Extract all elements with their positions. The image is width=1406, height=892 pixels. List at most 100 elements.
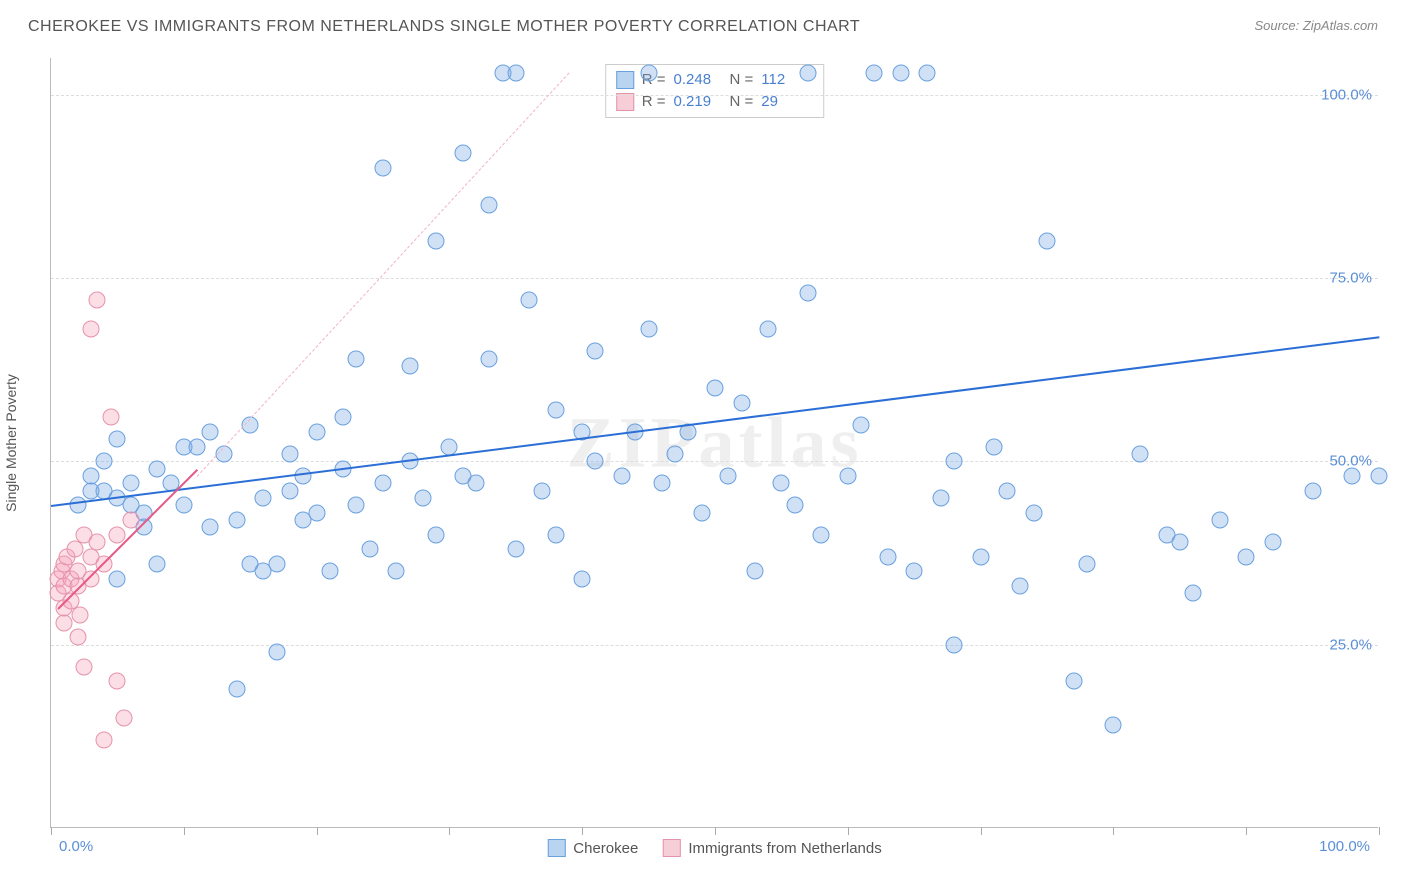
data-point — [587, 453, 604, 470]
data-point — [308, 504, 325, 521]
data-point — [507, 541, 524, 558]
data-point — [202, 424, 219, 441]
data-point — [189, 438, 206, 455]
data-point — [89, 534, 106, 551]
data-point — [1185, 585, 1202, 602]
data-point — [348, 497, 365, 514]
data-point — [640, 321, 657, 338]
data-point — [109, 570, 126, 587]
y-tick-label: 75.0% — [1329, 270, 1372, 287]
legend-label-cherokee: Cherokee — [573, 840, 638, 857]
data-point — [1304, 482, 1321, 499]
data-point — [149, 460, 166, 477]
data-point — [799, 64, 816, 81]
data-point — [481, 196, 498, 213]
x-tick — [317, 827, 318, 835]
chart-title: CHEROKEE VS IMMIGRANTS FROM NETHERLANDS … — [28, 18, 860, 36]
data-point — [1238, 548, 1255, 565]
data-point — [1105, 717, 1122, 734]
gridline — [51, 645, 1378, 646]
extrapolation-line — [197, 73, 570, 477]
x-tick — [582, 827, 583, 835]
data-point — [69, 629, 86, 646]
data-point — [760, 321, 777, 338]
data-point — [1264, 534, 1281, 551]
cherokee-legend-swatch-icon — [547, 839, 565, 857]
data-point — [1171, 534, 1188, 551]
data-point — [255, 490, 272, 507]
data-point — [946, 636, 963, 653]
x-tick — [1113, 827, 1114, 835]
data-point — [268, 556, 285, 573]
data-point — [295, 468, 312, 485]
data-point — [66, 541, 83, 558]
x-tick — [715, 827, 716, 835]
data-point — [69, 497, 86, 514]
data-point — [428, 526, 445, 543]
data-point — [102, 409, 119, 426]
data-point — [89, 292, 106, 309]
data-point — [853, 416, 870, 433]
x-tick — [1379, 827, 1380, 835]
data-point — [839, 468, 856, 485]
data-point — [228, 512, 245, 529]
data-point — [866, 64, 883, 81]
data-point — [587, 343, 604, 360]
data-point — [640, 64, 657, 81]
n-label: N = — [730, 69, 754, 91]
data-point — [228, 680, 245, 697]
data-point — [96, 453, 113, 470]
legend-item-cherokee: Cherokee — [547, 839, 638, 857]
data-point — [1065, 673, 1082, 690]
data-point — [906, 563, 923, 580]
data-point — [109, 431, 126, 448]
data-point — [985, 438, 1002, 455]
source-label: Source: ZipAtlas.com — [1254, 18, 1378, 33]
data-point — [653, 475, 670, 492]
data-point — [109, 673, 126, 690]
scatter-plot-area: ZIPatlas Single Mother Poverty 0.0% 100.… — [50, 58, 1378, 828]
data-point — [892, 64, 909, 81]
x-tick — [51, 827, 52, 835]
data-point — [1211, 512, 1228, 529]
x-tick — [981, 827, 982, 835]
data-point — [667, 446, 684, 463]
data-point — [919, 64, 936, 81]
y-tick-label: 100.0% — [1321, 86, 1372, 103]
legend-label-netherlands: Immigrants from Netherlands — [688, 840, 881, 857]
data-point — [56, 614, 73, 631]
data-point — [1025, 504, 1042, 521]
data-point — [335, 409, 352, 426]
data-point — [361, 541, 378, 558]
x-axis-min-label: 0.0% — [59, 838, 93, 855]
data-point — [116, 710, 133, 727]
data-point — [82, 321, 99, 338]
data-point — [308, 424, 325, 441]
data-point — [773, 475, 790, 492]
data-point — [1344, 468, 1361, 485]
data-point — [202, 519, 219, 536]
y-tick-label: 25.0% — [1329, 636, 1372, 653]
data-point — [720, 468, 737, 485]
data-point — [521, 292, 538, 309]
data-point — [1039, 233, 1056, 250]
data-point — [534, 482, 551, 499]
correlation-legend: R = 0.248 N = 112 R = 0.219 N = 29 — [605, 64, 825, 118]
data-point — [614, 468, 631, 485]
cherokee-r-value: 0.248 — [674, 69, 722, 91]
data-point — [693, 504, 710, 521]
data-point — [932, 490, 949, 507]
data-point — [321, 563, 338, 580]
data-point — [454, 145, 471, 162]
data-point — [282, 446, 299, 463]
data-point — [76, 658, 93, 675]
data-point — [122, 512, 139, 529]
series-legend: Cherokee Immigrants from Netherlands — [547, 839, 881, 857]
data-point — [1078, 556, 1095, 573]
data-point — [972, 548, 989, 565]
gridline — [51, 278, 1378, 279]
data-point — [388, 563, 405, 580]
watermark-text: ZIPatlas — [566, 401, 862, 484]
data-point — [813, 526, 830, 543]
data-point — [999, 482, 1016, 499]
